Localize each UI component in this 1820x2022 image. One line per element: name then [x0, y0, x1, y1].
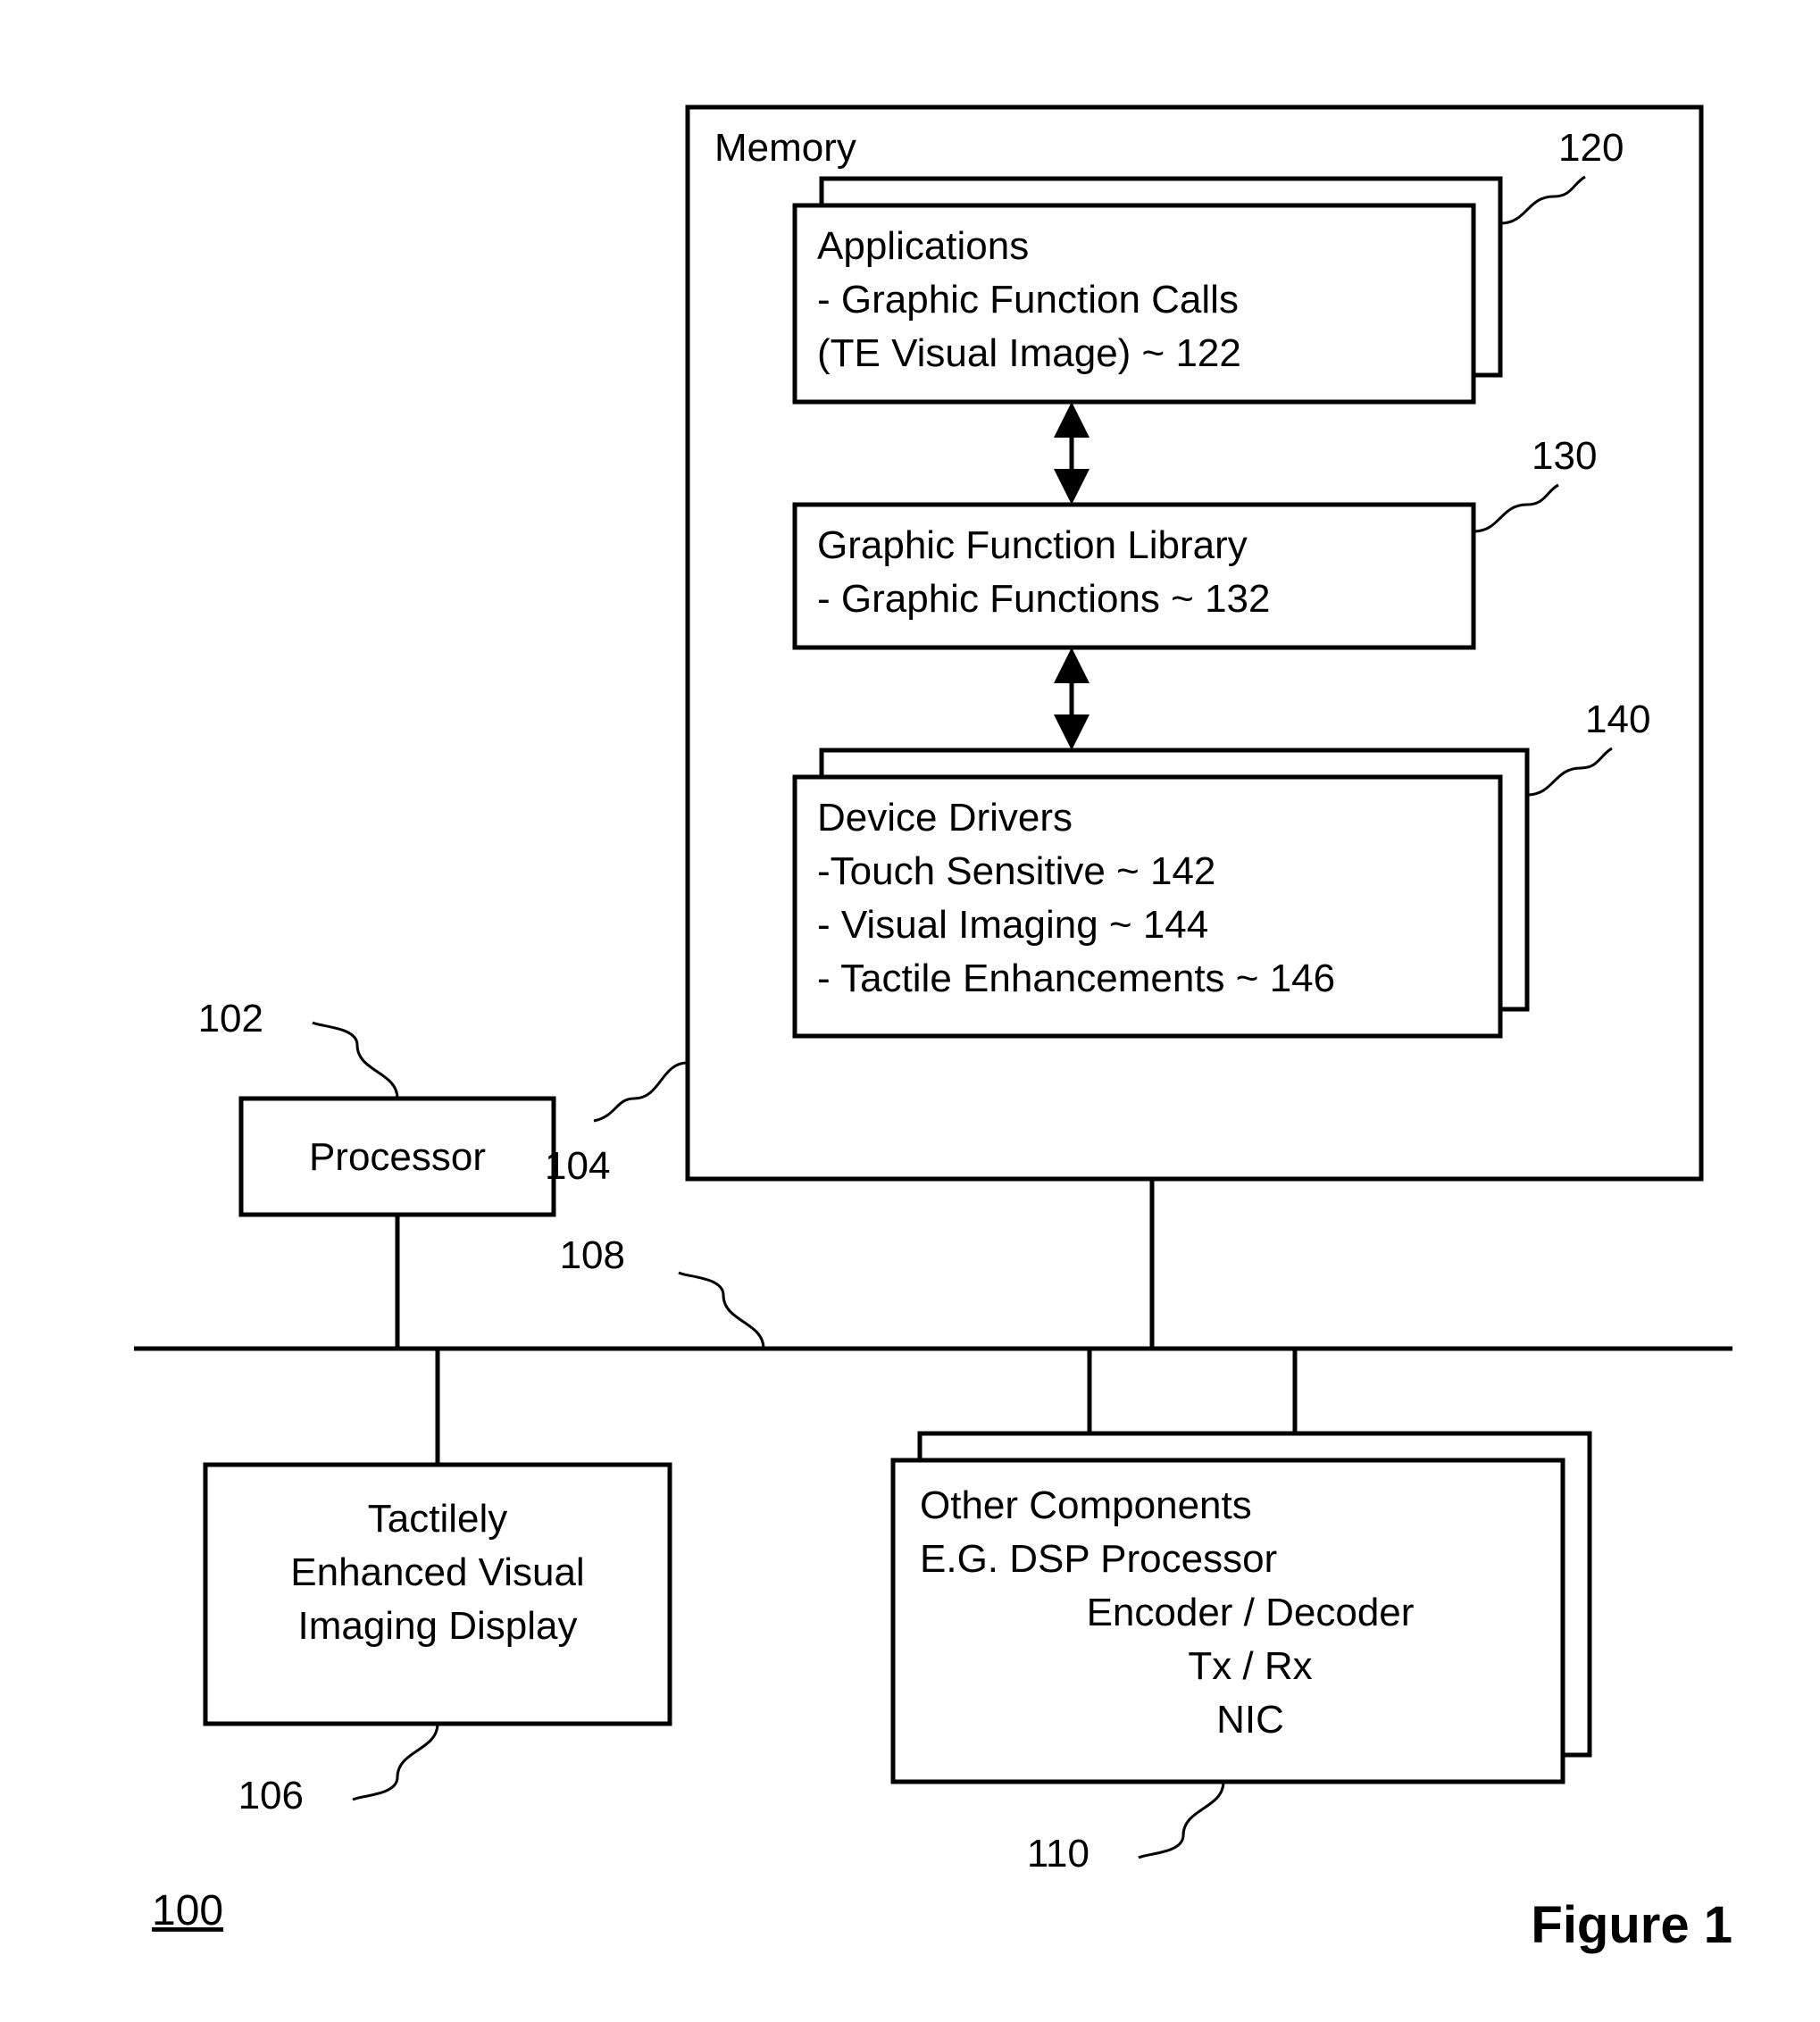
library-line2: - Graphic Functions ~ 132: [817, 577, 1270, 621]
bus-ref-block: 108: [560, 1233, 764, 1349]
processor-block: Processor 102: [198, 997, 554, 1349]
other-ref: 110: [1027, 1832, 1089, 1876]
system-label: 100: [152, 1887, 223, 1934]
display-line2: Enhanced Visual: [290, 1550, 584, 1594]
drivers-line4: - Tactile Enhancements ~ 146: [817, 957, 1335, 1000]
drivers-block: Device Drivers -Touch Sensitive ~ 142 - …: [795, 698, 1650, 1036]
other-line4: Tx / Rx: [1188, 1644, 1312, 1688]
other-line2: E.G. DSP Processor: [920, 1537, 1277, 1581]
drivers-line2: -Touch Sensitive ~ 142: [817, 849, 1215, 893]
display-block: Tactilely Enhanced Visual Imaging Displa…: [205, 1349, 670, 1817]
applications-title: Applications: [817, 224, 1029, 268]
display-line1: Tactilely: [368, 1497, 508, 1541]
applications-ref: 120: [1558, 126, 1624, 170]
bus-ref: 108: [560, 1233, 625, 1277]
applications-line2: - Graphic Function Calls: [817, 278, 1239, 322]
other-line3: Encoder / Decoder: [1087, 1591, 1415, 1634]
figure-label: Figure 1: [1531, 1896, 1732, 1954]
other-title: Other Components: [920, 1483, 1252, 1527]
other-block: Other Components E.G. DSP Processor Enco…: [893, 1349, 1590, 1876]
display-ref: 106: [238, 1774, 304, 1817]
other-line5: NIC: [1216, 1698, 1284, 1742]
display-line3: Imaging Display: [297, 1604, 577, 1648]
drivers-title: Device Drivers: [817, 796, 1073, 840]
processor-label: Processor: [309, 1135, 486, 1179]
drivers-ref: 140: [1585, 698, 1650, 741]
memory-label: Memory: [714, 126, 856, 170]
drivers-line3: - Visual Imaging ~ 144: [817, 903, 1208, 947]
memory-ref: 104: [545, 1144, 610, 1188]
processor-ref: 102: [198, 997, 263, 1040]
applications-line3: (TE Visual Image) ~ 122: [817, 331, 1241, 375]
library-title: Graphic Function Library: [817, 523, 1248, 567]
library-ref: 130: [1532, 434, 1597, 478]
